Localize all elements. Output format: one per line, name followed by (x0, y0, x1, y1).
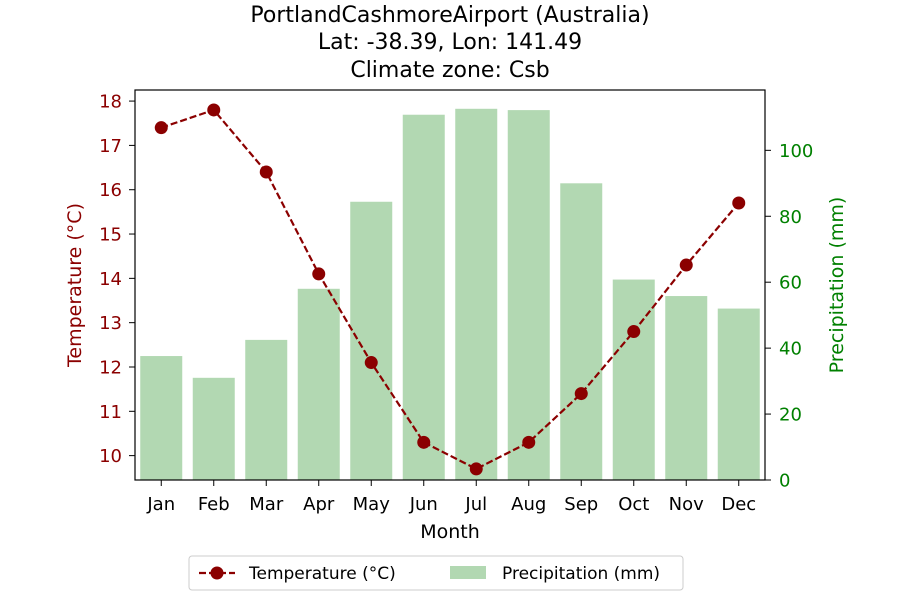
temperature-tick-label: 14 (99, 269, 122, 290)
temperature-point-jul (469, 462, 483, 476)
precipitation-bar-jun (402, 114, 445, 480)
temperature-point-aug (522, 435, 536, 449)
precipitation-bar-sep (560, 183, 603, 481)
temperature-point-mar (259, 165, 273, 179)
x-axis-label: Month (420, 521, 480, 543)
right-axis-label: Precipitation (mm) (826, 197, 848, 374)
temperature-tick-label: 18 (99, 92, 122, 113)
temperature-series (154, 103, 746, 476)
precipitation-tick-label: 0 (779, 471, 790, 492)
precipitation-bar-nov (665, 296, 708, 480)
temperature-point-nov (679, 258, 693, 272)
temperature-tick-label: 15 (99, 225, 122, 246)
month-tick-label: Feb (198, 494, 230, 515)
precipitation-bar-may (350, 201, 393, 480)
precipitation-axis: 0 20 40 60 80 100 (765, 141, 813, 492)
precipitation-bar-oct (612, 279, 655, 480)
precipitation-tick-label: 40 (779, 339, 802, 360)
temperature-tick-label: 12 (99, 357, 122, 378)
precipitation-tick-label: 60 (779, 273, 802, 294)
month-axis: Jan Feb Mar Apr May Jun Jul Aug Sep Oct Nov Dec (146, 480, 756, 515)
month-tick-label: May (353, 494, 391, 515)
month-tick-label: Aug (511, 494, 546, 515)
legend-box (188, 555, 684, 591)
month-tick-label: Mar (249, 494, 284, 515)
temperature-point-oct (627, 325, 641, 339)
month-tick-label: Nov (669, 494, 704, 515)
legend-temperature-label: Temperature (°C) (248, 564, 396, 584)
temperature-tick-label: 11 (99, 402, 122, 423)
month-tick-label: Dec (721, 494, 756, 515)
legend-temperature-marker (210, 566, 224, 580)
precipitation-bar-aug (507, 110, 550, 480)
month-tick-label: Sep (564, 494, 598, 515)
temperature-tick-label: 16 (99, 180, 122, 201)
legend-precipitation-swatch (450, 566, 486, 579)
precipitation-bar-jan (140, 356, 183, 480)
precipitation-bar-apr (297, 288, 340, 480)
temperature-point-jun (417, 435, 431, 449)
month-tick-label: Oct (618, 494, 649, 515)
precipitation-bar-feb (192, 377, 235, 480)
precipitation-tick-label: 80 (779, 207, 802, 228)
temperature-point-apr (312, 267, 326, 281)
temperature-point-feb (207, 103, 221, 117)
temperature-point-may (364, 356, 378, 370)
chart-title-line-3: Climate zone: Csb (350, 58, 549, 83)
plot-frame (134, 89, 766, 481)
month-tick-label: Apr (303, 494, 335, 515)
temperature-tick-label: 10 (99, 446, 122, 467)
temperature-tick-label: 13 (99, 313, 122, 334)
temperature-point-sep (574, 387, 588, 401)
left-axis-label: Temperature (°C) (64, 203, 86, 368)
chart-title: PortlandCashmoreAirport (Australia) Lat:… (250, 3, 649, 83)
temperature-axis: 10 11 12 13 14 15 16 17 18 (99, 92, 135, 467)
temperature-tick-label: 17 (99, 136, 122, 157)
month-tick-label: Jan (146, 494, 175, 515)
temperature-line (160, 108, 740, 471)
precipitation-bars (140, 108, 760, 481)
month-tick-label: Jun (409, 494, 438, 515)
precipitation-bar-dec (717, 308, 760, 480)
month-tick-label: Jul (464, 494, 487, 515)
legend-precipitation-label: Precipitation (mm) (502, 564, 660, 584)
chart-title-line-2: Lat: -38.39, Lon: 141.49 (318, 30, 582, 55)
precipitation-bar-mar (245, 339, 288, 480)
legend: Temperature (°C) Precipitation (mm) (188, 555, 684, 591)
temperature-point-jan (154, 121, 168, 135)
chart-title-line-1: PortlandCashmoreAirport (Australia) (250, 3, 649, 28)
temperature-point-dec (732, 196, 746, 210)
precipitation-tick-label: 100 (779, 141, 813, 162)
precipitation-bar-jul (455, 108, 498, 481)
precipitation-tick-label: 20 (779, 405, 802, 426)
